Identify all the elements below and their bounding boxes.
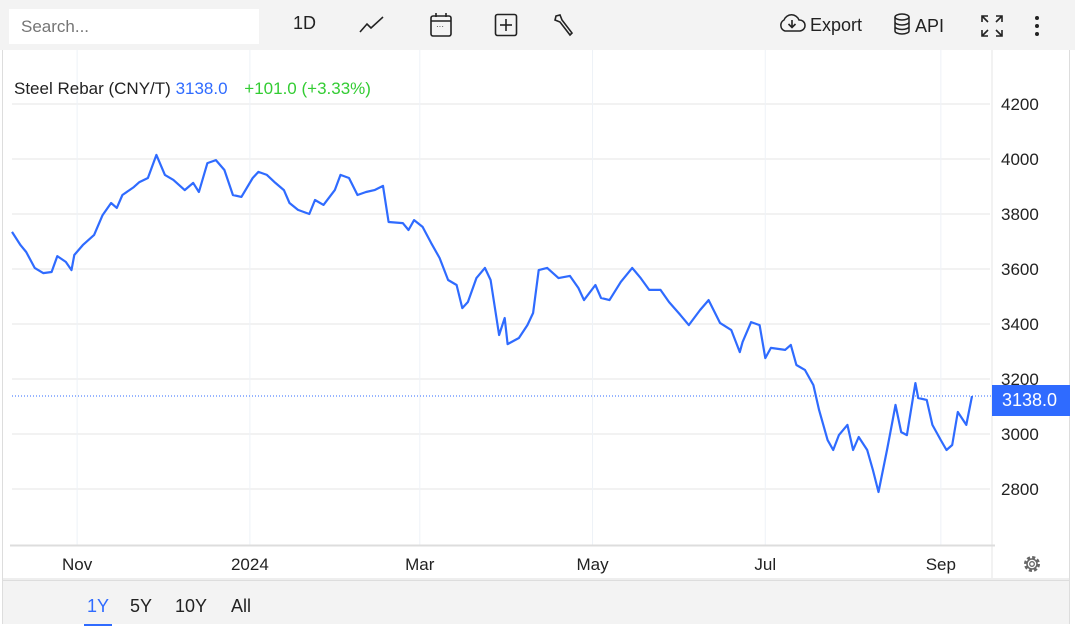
interval-button[interactable]: 1D [293,13,316,34]
price-chart[interactable]: 2800 3000 3200 3400 3600 3800 4000 4200 Nov 2024 M… [0,0,1075,580]
api-label: API [915,16,945,36]
x-tick-label: Nov [62,555,93,574]
fullscreen-icon[interactable] [980,14,1004,38]
x-tick-label: May [576,555,609,574]
range-all[interactable]: All [231,596,252,616]
add-icon[interactable] [494,13,518,37]
y-tick-label: 2800 [1001,480,1039,499]
legend-change: +101.0 (+3.33%) [244,79,371,98]
cloud-download-icon [778,13,806,38]
more-icon[interactable] [1034,15,1040,37]
export-label: Export [810,15,863,35]
x-tick-label: Mar [405,555,435,574]
export-button[interactable]: Export [778,13,862,38]
legend-name: Steel Rebar (CNY/T) [14,79,171,98]
toolbar: 1D ··· Export API [0,0,1075,50]
svg-text:···: ··· [436,22,444,31]
x-tick-label: Jul [754,555,776,574]
range-5y[interactable]: 5Y [130,596,153,616]
y-tick-label: 3000 [1001,425,1039,444]
settings-icon[interactable] [1021,553,1043,580]
price-series-line [11,153,974,494]
y-tick-label: 3600 [1001,260,1039,279]
x-tick-label: 2024 [231,555,269,574]
x-tick-label: Sep [926,555,956,574]
line-chart-icon[interactable] [359,15,385,35]
chart-legend: Steel Rebar (CNY/T) 3138.0 +101.0 (+3.33… [14,79,371,99]
range-1y[interactable]: 1Y [84,596,113,626]
y-tick-label: 3400 [1001,315,1039,334]
y-tick-label: 4000 [1001,150,1039,169]
interval-label: 1D [293,13,317,33]
search-input[interactable] [9,9,259,44]
y-tick-label: 3800 [1001,205,1039,224]
wrench-icon[interactable] [553,13,575,37]
database-icon [893,13,911,40]
range-bar: 1Y 5Y 10Y All [3,580,1069,626]
legend-price: 3138.0 [175,79,228,98]
last-price-tag: 3138.0 [992,385,1070,416]
calendar-icon[interactable]: ··· [429,12,453,38]
y-tick-label: 3200 [1001,370,1039,389]
range-10y[interactable]: 10Y [175,596,208,616]
y-tick-label: 4200 [1001,95,1039,114]
api-button[interactable]: API [893,13,944,40]
